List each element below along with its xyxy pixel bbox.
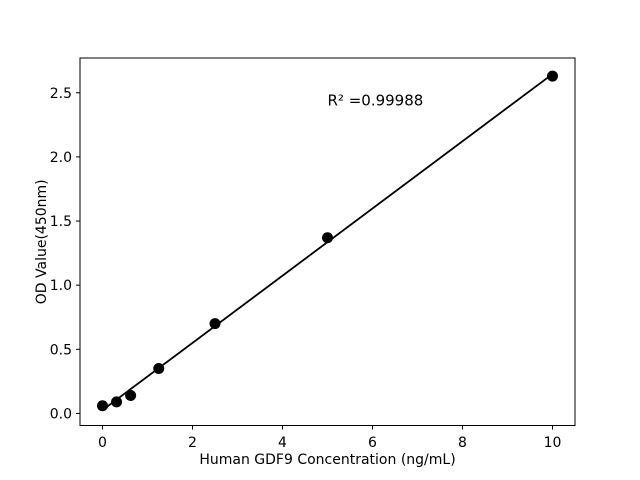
data-point	[209, 318, 221, 330]
y-tick-label: 0.0	[50, 406, 72, 422]
x-axis-label: Human GDF9 Concentration (ng/mL)	[199, 452, 455, 468]
data-point	[322, 232, 333, 244]
y-axis-label: OD Value(450nm)	[34, 179, 50, 304]
data-point	[97, 400, 108, 412]
y-axis: 0.0 0.5 1.0 1.5 2.0 2.5	[50, 86, 80, 422]
x-tick-label: 8	[458, 435, 467, 451]
r-squared-annotation: R² =0.99988	[328, 92, 424, 110]
x-tick-label: 2	[188, 435, 197, 451]
y-tick-label: 1.5	[50, 214, 72, 230]
x-tick-label: 10	[544, 435, 562, 451]
x-tick-label: 0	[98, 435, 107, 451]
x-tick-label: 6	[368, 435, 377, 451]
x-axis: 0 2 4 6 8 10	[98, 425, 562, 451]
data-point	[547, 70, 558, 82]
data-series	[97, 70, 558, 412]
data-point	[125, 389, 137, 401]
y-tick-label: 2.0	[50, 150, 72, 166]
x-tick-label: 4	[278, 435, 287, 451]
plot-border	[79, 57, 576, 426]
y-tick-label: 1.0	[50, 278, 72, 294]
data-point	[111, 396, 123, 408]
y-tick-label: 2.5	[50, 86, 72, 102]
data-point	[153, 363, 165, 375]
y-tick-label: 0.5	[50, 342, 72, 358]
